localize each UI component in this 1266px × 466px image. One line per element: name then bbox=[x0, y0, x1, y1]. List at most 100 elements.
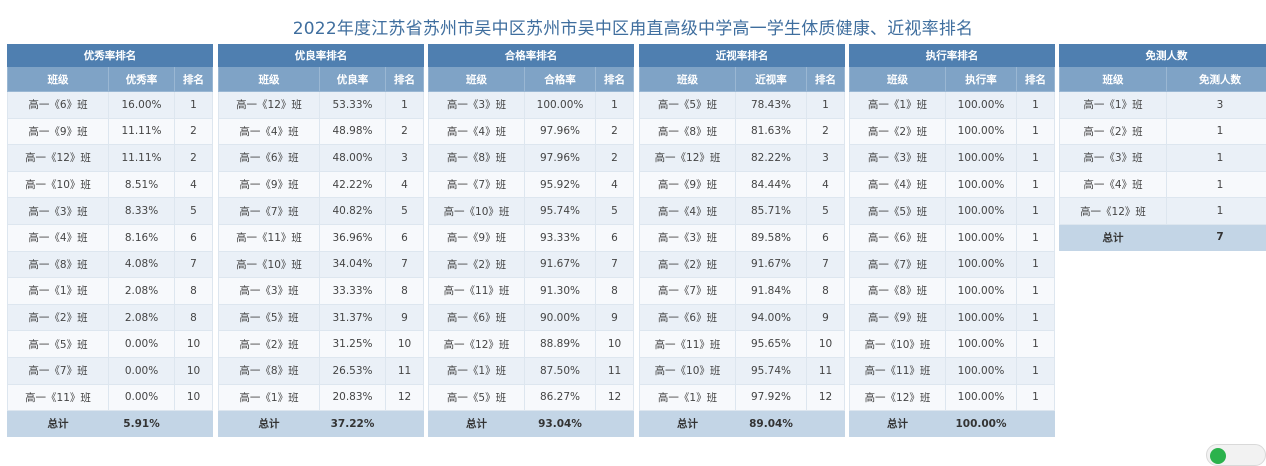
table-cell: 高一《1》班 bbox=[8, 278, 109, 305]
table-cell: 87.50% bbox=[525, 357, 596, 384]
table-cell: 95.92% bbox=[525, 171, 596, 198]
table-cell: 高一《8》班 bbox=[850, 278, 946, 305]
table-cell: 高一《4》班 bbox=[640, 198, 736, 225]
table-cell: 高一《6》班 bbox=[219, 145, 320, 172]
table-cell: 20.83% bbox=[320, 384, 386, 411]
floating-assistant-button[interactable] bbox=[1206, 444, 1266, 466]
table-cell: 1 bbox=[1167, 118, 1266, 145]
table-cell: 86.27% bbox=[525, 384, 596, 411]
table-cell: 11 bbox=[807, 357, 845, 384]
table-cell: 高一《6》班 bbox=[429, 304, 525, 331]
table-cell: 36.96% bbox=[320, 224, 386, 251]
table-cell: 高一《1》班 bbox=[429, 357, 525, 384]
table-cell: 1 bbox=[1017, 384, 1055, 411]
table-cell: 高一《12》班 bbox=[640, 145, 736, 172]
total-cell bbox=[386, 411, 424, 437]
table-cell: 9 bbox=[386, 304, 424, 331]
column-header: 优良率 bbox=[320, 67, 386, 92]
table-cell: 1 bbox=[1017, 251, 1055, 278]
table-cell: 高一《2》班 bbox=[640, 251, 736, 278]
table-cell: 8 bbox=[175, 304, 213, 331]
table-cell: 1 bbox=[1167, 198, 1266, 225]
table-cell: 100.00% bbox=[946, 145, 1017, 172]
table-cell: 11 bbox=[596, 357, 634, 384]
table-cell: 高一《9》班 bbox=[850, 304, 946, 331]
table-cell: 高一《12》班 bbox=[8, 145, 109, 172]
table-cell: 8 bbox=[807, 278, 845, 305]
table-cell: 97.96% bbox=[525, 145, 596, 172]
table-cell: 0.00% bbox=[109, 384, 175, 411]
table-cell: 高一《9》班 bbox=[219, 171, 320, 198]
table-cell: 高一《4》班 bbox=[1060, 171, 1167, 198]
table-title-row: 合格率排名 bbox=[429, 45, 634, 67]
table-cell: 高一《2》班 bbox=[1060, 118, 1167, 145]
table-cell: 6 bbox=[596, 224, 634, 251]
table-cell: 高一《1》班 bbox=[1060, 92, 1167, 119]
table-cell: 高一《7》班 bbox=[219, 198, 320, 225]
table-cell: 100.00% bbox=[946, 198, 1017, 225]
table-cell: 91.67% bbox=[736, 251, 807, 278]
table-cell: 高一《8》班 bbox=[219, 357, 320, 384]
table-cell: 5 bbox=[175, 198, 213, 225]
table-cell: 7 bbox=[807, 251, 845, 278]
table-cell: 6 bbox=[175, 224, 213, 251]
total-cell: 89.04% bbox=[736, 411, 807, 437]
column-header: 免测人数 bbox=[1167, 67, 1266, 92]
table-cell: 高一《4》班 bbox=[8, 224, 109, 251]
table-cell: 3 bbox=[807, 145, 845, 172]
table-cell: 12 bbox=[596, 384, 634, 411]
table-cell: 高一《5》班 bbox=[8, 331, 109, 358]
table-cell: 100.00% bbox=[946, 92, 1017, 119]
table-cell: 高一《7》班 bbox=[429, 171, 525, 198]
table-cell: 10 bbox=[386, 331, 424, 358]
table-cell: 48.98% bbox=[320, 118, 386, 145]
table-cell: 高一《5》班 bbox=[850, 198, 946, 225]
table-cell: 高一《12》班 bbox=[429, 331, 525, 358]
table-cell: 1 bbox=[1167, 145, 1266, 172]
table-cell: 88.89% bbox=[525, 331, 596, 358]
table-cell: 1 bbox=[1017, 171, 1055, 198]
table-cell: 31.25% bbox=[320, 331, 386, 358]
table-cell: 7 bbox=[386, 251, 424, 278]
table-cell: 10 bbox=[175, 331, 213, 358]
column-header: 优秀率 bbox=[109, 67, 175, 92]
table-cell: 100.00% bbox=[946, 251, 1017, 278]
table-cell: 2 bbox=[386, 118, 424, 145]
table-cell: 11.11% bbox=[109, 118, 175, 145]
total-cell bbox=[596, 411, 634, 437]
column-header-row: 班级优良率排名 bbox=[219, 67, 424, 92]
table-title: 优秀率排名 bbox=[8, 45, 213, 67]
table-cell: 95.74% bbox=[736, 357, 807, 384]
table-cell: 高一《3》班 bbox=[219, 278, 320, 305]
total-cell bbox=[807, 411, 845, 437]
table-cell: 9 bbox=[807, 304, 845, 331]
column-header-row: 班级近视率排名 bbox=[640, 67, 845, 92]
